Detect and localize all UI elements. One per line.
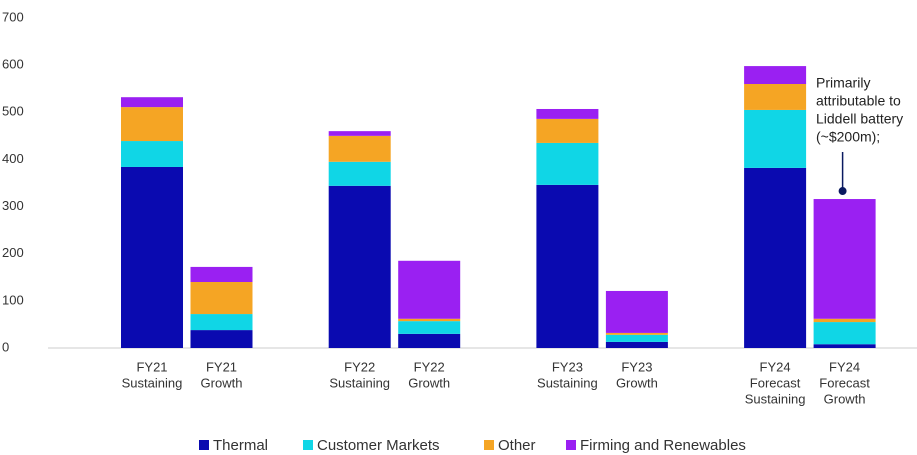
bar-segment [190,330,253,348]
bar-segment [813,322,876,345]
x-tick-label: FY23 [552,359,583,374]
x-tick-label: FY22 [344,359,375,374]
x-tick-label: Growth [408,375,450,390]
bar-segment [605,334,668,342]
bar-segment [190,266,253,282]
bar-segment [398,318,461,322]
x-tick-label: Sustaining [745,391,806,406]
y-tick-label: 0 [2,339,9,354]
y-tick-label: 700 [2,9,24,24]
y-tick-label: 100 [2,292,24,307]
legend-swatch [303,440,313,450]
bar-segment [536,184,599,348]
legend-swatch [199,440,209,450]
bar-segment [813,344,876,348]
x-tick-label: Growth [616,375,658,390]
x-tick-label: FY22 [414,359,445,374]
annotation-text: (~$200m); [816,129,880,145]
legend-label: Firming and Renewables [580,437,746,454]
bar-segment [813,318,876,323]
x-tick-label: Sustaining [122,375,183,390]
x-tick-label: FY24 [829,359,860,374]
bar-segment [121,107,183,142]
y-tick-label: 300 [2,198,24,213]
x-tick-label: FY23 [621,359,652,374]
x-tick-label: Growth [201,375,243,390]
bar-segment [744,167,807,348]
bar-segment [190,314,253,331]
bar-segment [398,333,461,348]
bar-segment [744,109,807,168]
annotation-text: attributable to [816,93,901,109]
x-tick-label: Forecast [750,375,801,390]
bar-segment [536,142,599,185]
x-tick-label: FY21 [136,359,167,374]
annotation-text: Liddell battery [816,111,903,127]
bar-segment [328,161,391,186]
x-tick-label: FY21 [206,359,237,374]
bar-segment [121,97,183,108]
bar-segment [536,118,599,143]
annotation-text: Primarily [816,75,870,91]
bar-segment [398,321,461,334]
bar-segment [536,108,599,119]
x-tick-label: Forecast [819,375,870,390]
x-tick-label: Growth [824,391,866,406]
bar-segment [328,135,391,162]
x-tick-label: Sustaining [329,375,390,390]
legend-label: Thermal [213,437,268,454]
bar-segment [121,141,183,167]
x-tick-label: Sustaining [537,375,598,390]
bar-segment [121,166,183,348]
legend-label: Customer Markets [317,437,440,454]
legend-swatch [484,440,494,450]
bar-segment [328,131,391,136]
bar-segment [190,282,253,315]
annotation-dot [838,187,847,196]
y-tick-label: 400 [2,151,24,166]
x-tick-label: FY24 [760,359,791,374]
bar-segment [605,332,668,335]
bar-segment [328,185,391,348]
legend-label: Other [498,437,536,454]
y-tick-label: 200 [2,245,24,260]
bar-segment [813,199,876,319]
y-tick-label: 600 [2,57,24,72]
bar-segment [605,290,668,333]
y-tick-label: 500 [2,104,24,119]
bar-segment [744,66,807,84]
bar-segment [744,84,807,110]
legend-swatch [566,440,576,450]
bar-segment [605,341,668,348]
bar-segment [398,260,461,319]
